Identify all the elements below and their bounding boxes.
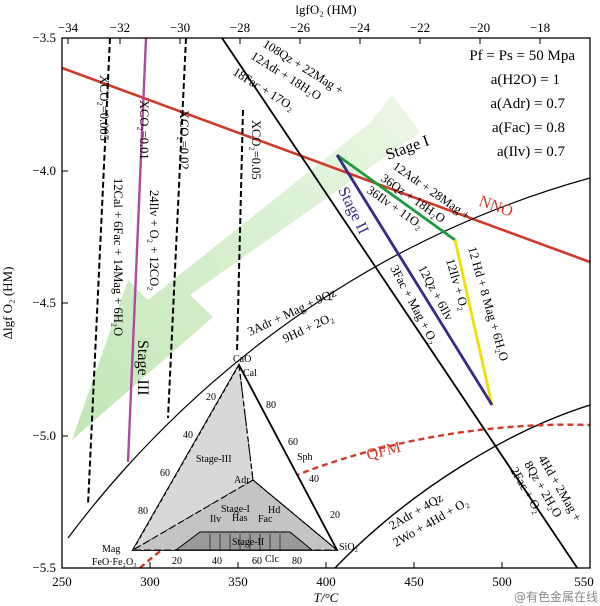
condition-ilv: a(Ilv) = 0.7 [497, 144, 566, 160]
top-tick-32: −32 [110, 20, 130, 35]
svg-text:60: 60 [160, 468, 170, 479]
top-tick-30: −30 [170, 20, 190, 35]
nno-buffer-line [62, 66, 590, 264]
svg-text:40: 40 [212, 556, 222, 567]
svg-text:80: 80 [266, 400, 276, 411]
svg-text:60: 60 [252, 556, 262, 567]
purple-reaction-line [335, 154, 494, 406]
svg-text:FeO·Fe₂O₃: FeO·Fe₂O₃ [92, 557, 137, 568]
condition-adr: a(Adr) = 0.7 [490, 96, 565, 112]
top-tick-18: −18 [530, 20, 550, 35]
hd-reaction-labels: 3Adr + Mag + 9Qz 9Hd + 2O₂ [245, 285, 338, 345]
tick-marks [61, 37, 541, 568]
stage3-label: Stage III [134, 340, 151, 396]
svg-text:Stage-III: Stage-III [196, 454, 232, 465]
x-tick-250: 250 [52, 574, 72, 589]
yellow-reaction-line [453, 239, 494, 406]
x-tick-350: 350 [228, 574, 248, 589]
x-tick-450: 450 [404, 574, 424, 589]
svg-text:XCO₂=0.01: XCO₂=0.01 [137, 100, 151, 160]
x-axis-label: T/°C [314, 590, 339, 605]
ternary-inset: CaO Cal Mag FeO·Fe₂O₃ SiO₂ Adr Hd Ilv Ha… [92, 354, 358, 568]
nno-label: NNO [477, 193, 515, 221]
svg-text:Cal: Cal [243, 368, 257, 379]
svg-text:Sph: Sph [297, 452, 313, 463]
wo-reaction-curve [334, 404, 590, 568]
green-reaction-labels: 12Adr + 28Mag + 36Qz + 18H₂O 36Ilv + 11O… [364, 159, 472, 232]
svg-text:Ilv: Ilv [210, 514, 221, 525]
svg-text:Fac: Fac [258, 514, 273, 525]
top-tick-34: −34 [58, 20, 79, 35]
xco2-001-line [126, 38, 148, 463]
condition-pressure: Pf = Ps = 50 Mpa [469, 48, 575, 64]
green-reaction-line [336, 153, 456, 242]
y-axis-label: Δlgf O₂ (HM) [0, 267, 15, 340]
purple-reaction-labels: 12Qz + 6Ilv 3Fac + Mag + O₂ [387, 263, 456, 347]
top-tick-26: −26 [290, 20, 311, 35]
condition-h2o: a(H2O) = 1 [491, 72, 560, 88]
svg-text:40: 40 [183, 430, 193, 441]
svg-text:XCO₂=0.05: XCO₂=0.05 [249, 120, 263, 180]
adr-mag-reaction-line [221, 38, 579, 568]
y-tick-45: −4.5 [32, 295, 56, 310]
svg-text:Has: Has [232, 513, 248, 524]
svg-text:Clc: Clc [265, 554, 279, 565]
svg-text:Stage-I: Stage-I [221, 504, 250, 515]
top-tick-28: −28 [230, 20, 250, 35]
svg-text:20: 20 [330, 510, 340, 521]
evolution-arrow [72, 95, 420, 440]
wo-reaction-labels: 2Adr + 4Qz 2Wo + 4Hd + O₂ [387, 490, 471, 549]
top-tick-24: −24 [350, 20, 371, 35]
y-tick-40: −4.0 [32, 163, 56, 178]
svg-text:24Ilv + O₂ + 12CO₂: 24Ilv + O₂ + 12CO₂ [147, 190, 161, 291]
x-tick-300: 300 [140, 574, 160, 589]
x-tick-500: 500 [492, 574, 512, 589]
svg-text:80: 80 [138, 506, 148, 517]
fac-reaction-labels: 4Hd + 2Mag + 8Qz + 2H₂O 2Fac + O₂ [507, 453, 584, 524]
svg-text:12 Hd + 8 Mag + 6H₂O: 12 Hd + 8 Mag + 6H₂O [465, 245, 511, 363]
adr-mag-reaction-labels: 108Qz + 22Mag + 12Adr + 18H₂O 18Fac + 17… [230, 37, 346, 114]
svg-text:20: 20 [172, 556, 182, 567]
svg-text:Adr: Adr [234, 475, 250, 486]
qfm-label: QFM [365, 439, 403, 464]
hd-reaction-curve [67, 177, 590, 539]
svg-text:60: 60 [288, 437, 298, 448]
x-tick-550: 550 [574, 574, 594, 589]
svg-text:Mag: Mag [102, 544, 120, 555]
svg-text:Hd: Hd [268, 505, 280, 516]
xco2-002-line [167, 38, 187, 419]
xco2-005-line [236, 109, 244, 353]
svg-text:XCO₂=0.02: XCO₂=0.02 [177, 110, 191, 170]
svg-text:SiO₂: SiO₂ [339, 542, 358, 553]
svg-text:CaO: CaO [233, 354, 251, 365]
svg-text:XCO₂=0.005: XCO₂=0.005 [97, 75, 111, 141]
y-tick-50: −5.0 [32, 428, 56, 443]
y-tick-55: −5.5 [32, 560, 56, 575]
svg-text:Stage-II: Stage-II [232, 537, 264, 548]
svg-text:12Cal + 6Fac + 14Mag + 6H₂O: 12Cal + 6Fac + 14Mag + 6H₂O [111, 178, 125, 336]
co2-reaction-labels: 12Cal + 6Fac + 14Mag + 6H₂O 24Ilv + O₂ +… [111, 178, 161, 336]
top-tick-22: −22 [410, 20, 430, 35]
svg-text:20: 20 [206, 392, 216, 403]
xco2-labels: XCO₂=0.005 XCO₂=0.01 XCO₂=0.02 XCO₂=0.05 [97, 75, 263, 180]
xco2-0005-line [87, 38, 111, 506]
top-tick-20: −20 [470, 20, 490, 35]
condition-fac: a(Fac) = 0.8 [492, 120, 565, 136]
y-tick-35: −3.5 [32, 30, 56, 45]
watermark: @有色金属在线 [514, 589, 598, 604]
svg-text:40: 40 [309, 474, 319, 485]
svg-text:80: 80 [292, 556, 302, 567]
x-tick-400: 400 [316, 574, 336, 589]
top-axis-label: lgfO₂ (HM) [295, 2, 356, 17]
